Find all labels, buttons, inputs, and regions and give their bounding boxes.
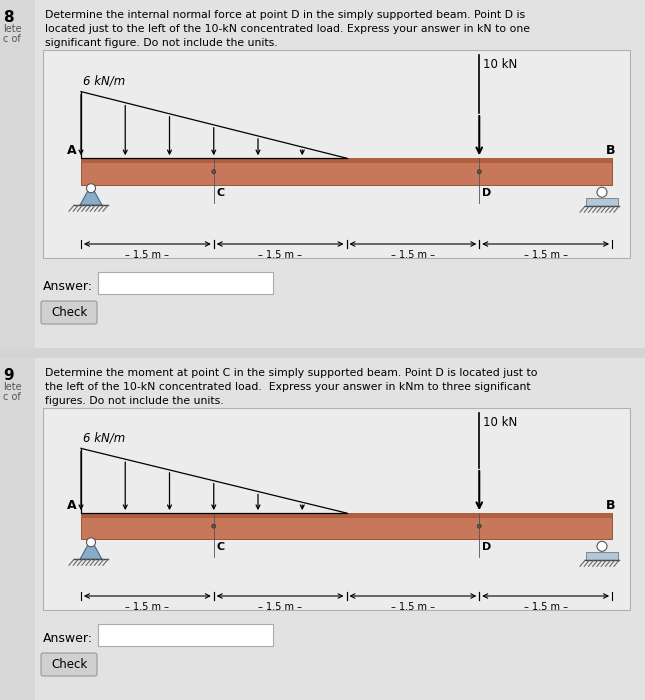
- Text: figures. Do not include the units.: figures. Do not include the units.: [45, 396, 224, 406]
- Text: 6 kN/m: 6 kN/m: [83, 75, 125, 88]
- Bar: [586, 552, 618, 560]
- Text: Answer:: Answer:: [43, 280, 93, 293]
- Circle shape: [212, 169, 215, 174]
- Bar: [43, 408, 630, 610]
- Text: C: C: [217, 542, 225, 552]
- Bar: [0, 358, 645, 700]
- Bar: [81, 513, 612, 518]
- Circle shape: [86, 183, 95, 192]
- Text: – 1.5 m –: – 1.5 m –: [125, 250, 170, 260]
- Polygon shape: [80, 539, 102, 559]
- Text: 10 kN: 10 kN: [483, 416, 517, 429]
- Bar: [81, 158, 612, 163]
- Text: A: A: [67, 499, 77, 512]
- Text: – 1.5 m –: – 1.5 m –: [258, 250, 302, 260]
- Text: – 1.5 m –: – 1.5 m –: [258, 602, 302, 612]
- Text: significant figure. Do not include the units.: significant figure. Do not include the u…: [45, 38, 277, 48]
- Text: A: A: [67, 144, 77, 158]
- Text: Determine the internal normal force at point D in the simply supported beam. Poi: Determine the internal normal force at p…: [45, 10, 525, 20]
- Text: 8: 8: [3, 10, 14, 25]
- Text: D: D: [482, 542, 491, 552]
- Bar: [0, 0, 645, 348]
- Text: 6 kN/m: 6 kN/m: [83, 431, 125, 444]
- Text: B: B: [606, 144, 615, 158]
- Bar: [81, 158, 612, 186]
- Bar: [98, 624, 273, 646]
- Polygon shape: [80, 186, 102, 205]
- Text: 9: 9: [3, 368, 14, 383]
- Bar: [81, 513, 612, 539]
- Bar: [0, 0, 35, 348]
- Text: Check: Check: [51, 658, 87, 671]
- Text: B: B: [606, 499, 615, 512]
- Circle shape: [477, 524, 481, 528]
- Circle shape: [86, 538, 95, 547]
- Text: 10 kN: 10 kN: [483, 58, 517, 71]
- FancyBboxPatch shape: [41, 653, 97, 676]
- Text: c of: c of: [3, 392, 21, 402]
- Text: the left of the 10-kN concentrated load.  Express your answer in kNm to three si: the left of the 10-kN concentrated load.…: [45, 382, 531, 392]
- Text: located just to the left of the 10-kN concentrated load. Express your answer in : located just to the left of the 10-kN co…: [45, 24, 530, 34]
- Circle shape: [477, 169, 481, 174]
- Text: Determine the moment at point C in the simply supported beam. Point D is located: Determine the moment at point C in the s…: [45, 368, 537, 378]
- Bar: [0, 358, 35, 700]
- Bar: [586, 198, 618, 206]
- Text: – 1.5 m –: – 1.5 m –: [125, 602, 170, 612]
- Text: Answer:: Answer:: [43, 632, 93, 645]
- Bar: [98, 272, 273, 294]
- Text: – 1.5 m –: – 1.5 m –: [524, 250, 568, 260]
- Text: lete: lete: [3, 382, 22, 392]
- Bar: [43, 50, 630, 258]
- Text: – 1.5 m –: – 1.5 m –: [524, 602, 568, 612]
- Text: C: C: [217, 188, 225, 198]
- Circle shape: [597, 541, 607, 552]
- Text: lete: lete: [3, 24, 22, 34]
- Text: Check: Check: [51, 306, 87, 319]
- Circle shape: [212, 524, 215, 528]
- Text: – 1.5 m –: – 1.5 m –: [391, 602, 435, 612]
- Text: – 1.5 m –: – 1.5 m –: [391, 250, 435, 260]
- FancyBboxPatch shape: [41, 301, 97, 324]
- Circle shape: [597, 187, 607, 197]
- Text: D: D: [482, 188, 491, 198]
- Text: c of: c of: [3, 34, 21, 44]
